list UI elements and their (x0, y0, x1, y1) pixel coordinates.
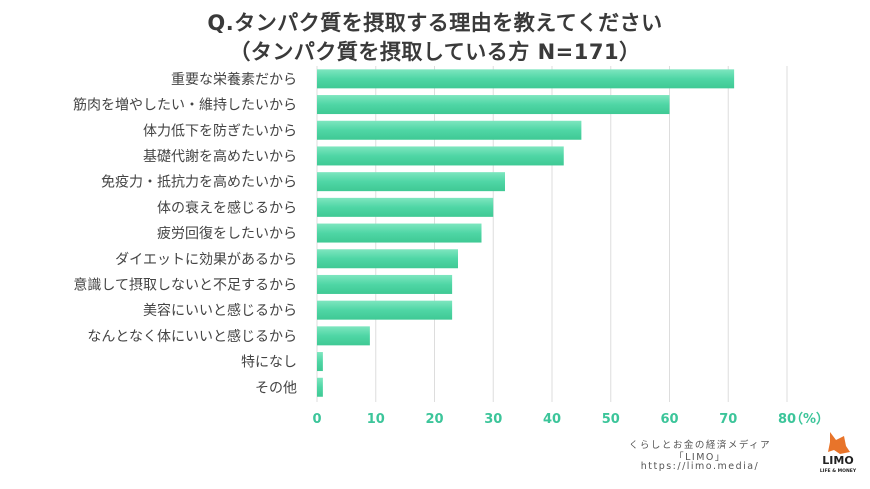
brand-name: 「LIMO」 (674, 452, 726, 463)
category-labels: 重要な栄養素だから筋肉を増やしたい・維持したいから体力低下を防ぎたいから基礎代謝… (73, 71, 297, 396)
category-label: 疲労回復をしたいから (157, 225, 297, 242)
bar (317, 69, 735, 89)
brand-url: https://limo.media/ (640, 461, 760, 472)
bars (317, 69, 735, 397)
x-tick-label: 60 (660, 412, 678, 427)
category-label: 体力低下を防ぎたいから (143, 123, 297, 139)
category-label: 重要な栄養素だから (171, 71, 297, 88)
x-tick-label: 10 (367, 412, 385, 427)
category-label: 基礎代謝を高めたいから (143, 148, 297, 165)
bar (317, 223, 482, 243)
bar (317, 326, 370, 346)
limo-logo: LIMO LIFE & MONEY (816, 430, 860, 474)
unit-label: （%） (790, 411, 829, 427)
category-label: その他 (255, 380, 297, 396)
bar (317, 300, 453, 320)
bar (317, 172, 505, 192)
x-tick-label: 20 (425, 412, 443, 427)
category-label: なんとなく体にいいと感じるから (87, 328, 297, 345)
category-label: 特になし (241, 355, 297, 371)
x-tick-label: 30 (484, 412, 502, 427)
bar (317, 249, 458, 269)
bar (317, 352, 323, 372)
x-tick-labels: 0 10 20 30 40 50 60 70 80 (312, 412, 796, 427)
category-label: 美容にいいと感じるから (143, 302, 297, 319)
bar (317, 120, 582, 140)
bar (317, 146, 564, 166)
bar (317, 197, 494, 217)
bar (317, 377, 323, 397)
category-label: 意識して摂取しないと不足するから (73, 276, 297, 293)
bar (317, 95, 670, 115)
category-label: 筋肉を増やしたい・維持したいから (73, 97, 297, 114)
chart-subtitle: （タンパク質を摂取している方 N=171） (229, 40, 641, 64)
x-tick-label: 40 (543, 412, 561, 427)
x-tick-label: 80 (778, 412, 796, 427)
x-tick-label: 50 (602, 412, 620, 427)
logo-subtext: LIFE & MONEY (820, 468, 857, 474)
x-tick-label: 0 (312, 412, 321, 427)
bar (317, 274, 453, 294)
category-label: 免疫力・抵抗力を高めたいから (101, 174, 297, 191)
brand-tagline: くらしとお金の経済メディア (628, 440, 772, 451)
chart-title: Q.タンパク質を摂取する理由を教えてください (207, 11, 663, 35)
fox-icon: LIMO LIFE & MONEY (820, 432, 857, 474)
category-label: ダイエットに効果があるから (115, 252, 297, 268)
x-tick-label: 70 (719, 412, 737, 427)
logo-text: LIMO (822, 454, 853, 467)
category-label: 体の衰えを感じるから (157, 199, 297, 216)
